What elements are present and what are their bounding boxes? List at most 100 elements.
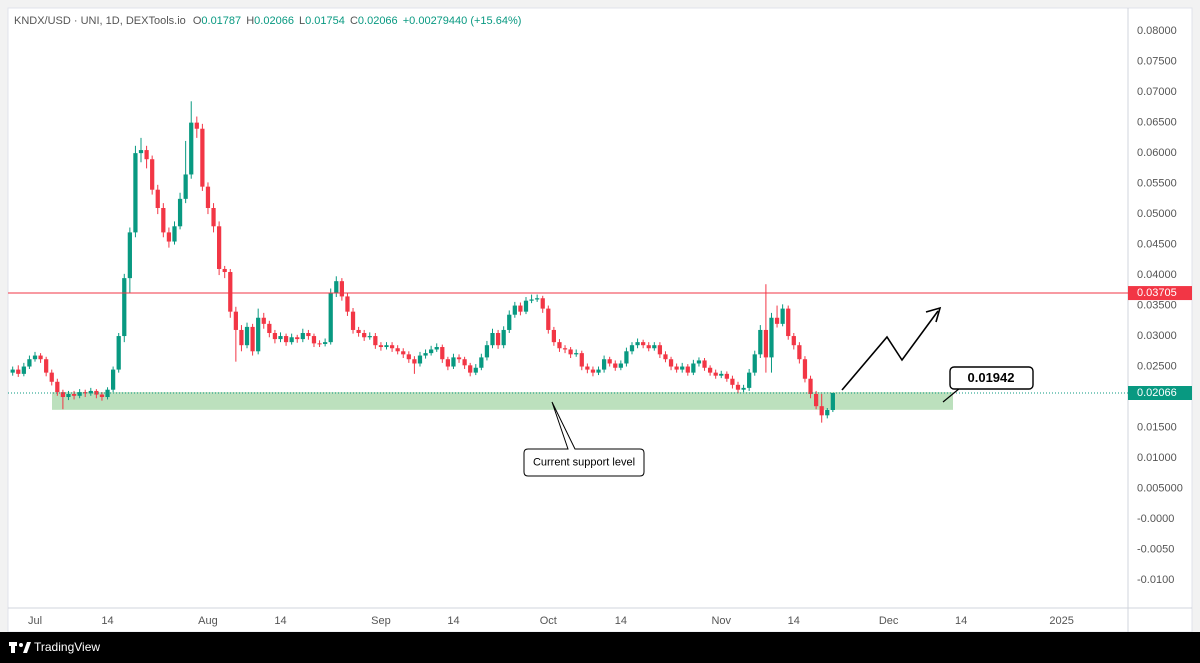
candle-body — [161, 208, 166, 233]
y-tick-label: 0.03000 — [1137, 330, 1177, 342]
candle-body — [395, 348, 400, 352]
y-tick-label: 0.005000 — [1137, 482, 1183, 494]
x-tick-label: 14 — [955, 615, 967, 627]
candle-body — [624, 351, 629, 364]
candle-body — [719, 373, 724, 376]
candle-body — [166, 232, 172, 242]
ohlc-key: L — [299, 15, 305, 27]
y-tick-label: 0.08000 — [1137, 25, 1177, 37]
brand-logo — [9, 642, 31, 653]
candle-body — [680, 366, 685, 370]
candle-body — [66, 393, 71, 398]
x-tick-label: Jul — [28, 615, 42, 627]
candle-body — [194, 122, 199, 129]
candle-body — [652, 345, 657, 349]
candle-body — [607, 359, 612, 364]
candle-body — [222, 268, 227, 273]
candle-body — [691, 363, 696, 373]
y-tick-label: 0.01000 — [1137, 452, 1177, 464]
candle-body — [110, 369, 116, 390]
candle-body — [16, 369, 21, 374]
candle-body — [490, 333, 495, 346]
candle-body — [205, 186, 211, 208]
candle-body — [668, 359, 674, 367]
candle-body — [758, 329, 763, 355]
candle-body — [283, 336, 289, 343]
candle-body — [127, 232, 132, 279]
annotation-text: 0.01942 — [968, 370, 1015, 385]
ohlc-key: C — [350, 15, 358, 27]
candle-body — [289, 337, 294, 343]
change: +0.00279440 (+15.64%) — [403, 15, 522, 27]
candle-body — [763, 329, 769, 358]
candle-body — [730, 378, 735, 385]
candle-body — [574, 353, 579, 355]
candle-body — [747, 372, 752, 388]
annotation-box — [949, 366, 1034, 390]
y-tick-label: 0.06000 — [1137, 147, 1177, 159]
ohlc-value: 0.01787 — [201, 15, 241, 27]
candle-body — [468, 365, 473, 373]
candle-body — [813, 393, 819, 407]
candle-body — [267, 323, 272, 333]
candle-body — [261, 317, 266, 324]
candle-body — [786, 308, 791, 337]
candle-body — [802, 359, 808, 379]
brand-name: TradingView — [34, 640, 100, 654]
candle-body — [546, 308, 551, 330]
candle-body — [641, 342, 646, 346]
candle-body — [629, 345, 635, 352]
candle-body — [724, 373, 729, 379]
candle-body — [535, 298, 540, 300]
candle-body — [713, 372, 718, 376]
candle-body — [557, 342, 562, 349]
resistance-price-label: 0.03705 — [1137, 287, 1177, 299]
candle-body — [473, 367, 478, 373]
candle-body — [256, 317, 261, 352]
y-tick-label: 0.01500 — [1137, 421, 1177, 433]
y-tick-label: 0.05500 — [1137, 178, 1177, 190]
candle-body — [49, 372, 54, 382]
y-tick-label: 0.02500 — [1137, 360, 1177, 372]
candle-body — [367, 336, 372, 338]
candle-body — [635, 342, 640, 346]
y-tick-label: 0.03500 — [1137, 299, 1177, 311]
candle-body — [825, 410, 830, 416]
arrow-head — [925, 306, 942, 323]
candle-body — [830, 393, 835, 411]
candle-body — [417, 355, 423, 364]
projection-arrow — [841, 310, 939, 391]
candle-body — [122, 278, 127, 337]
candle-body — [601, 359, 607, 370]
candle-body — [423, 353, 428, 356]
candle-body — [32, 355, 38, 360]
candle-body — [596, 369, 601, 373]
candle-body — [412, 359, 417, 364]
candle-body — [613, 363, 618, 368]
candle-body — [55, 381, 60, 393]
axis-layer: 0.08000 0.07500 0.07000 0.06500 0.06000 0.055… — [8, 25, 1192, 627]
y-tick-label: 0.07500 — [1137, 56, 1177, 68]
candle-body — [440, 347, 445, 360]
x-tick-label: 14 — [788, 615, 800, 627]
resistance-price-tag — [1128, 286, 1192, 301]
ohlc-key: O — [193, 15, 202, 27]
candle-body — [585, 366, 590, 370]
candle-body — [272, 333, 278, 340]
candle-body — [183, 174, 188, 199]
candle-body — [451, 357, 456, 367]
y-tick-label: 0.06500 — [1137, 117, 1177, 129]
y-tick-label: 0.04000 — [1137, 269, 1177, 281]
x-tick-label: 14 — [101, 615, 113, 627]
candle-body — [791, 336, 796, 346]
ohlc-value: 0.01754 — [305, 15, 345, 27]
candle-body — [529, 299, 534, 301]
candle-body — [373, 336, 378, 346]
candle-body — [278, 336, 283, 340]
ohlc-value: 0.02066 — [254, 15, 294, 27]
candle-body — [356, 329, 361, 333]
candle-body — [646, 345, 651, 349]
footer-bar — [0, 632, 1200, 663]
candle-body — [429, 349, 434, 354]
y-tick-label: 0.05000 — [1137, 208, 1177, 220]
